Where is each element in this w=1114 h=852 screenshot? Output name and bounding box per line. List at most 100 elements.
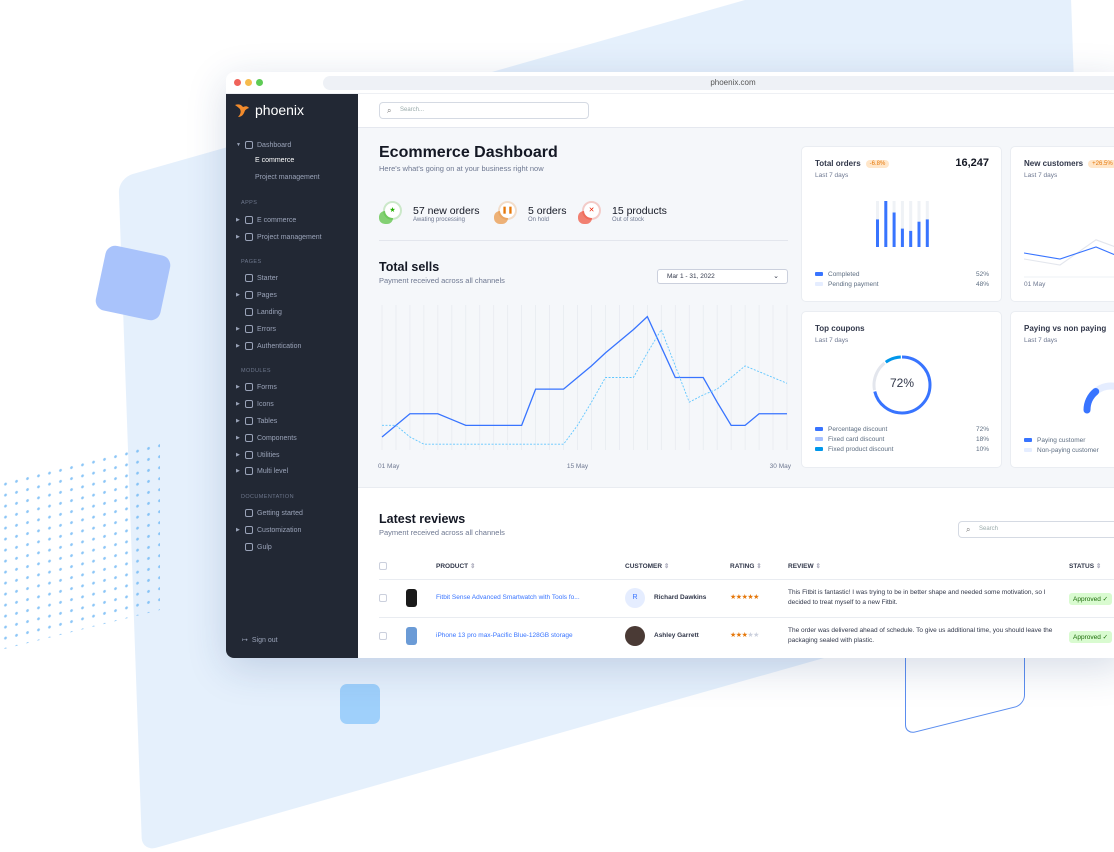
sidebar-item-label: Multi level [257,467,289,475]
legend-label: Completed [815,271,859,278]
x-tick-label: 30 May [770,463,792,470]
table-row: Fitbit Sense Advanced Smartwatch with To… [379,579,1114,617]
product-image[interactable] [406,589,417,607]
column-header[interactable]: CUSTOMER ⇕ [625,563,670,570]
gauge-segment [1090,382,1114,397]
sidebar-item[interactable]: Starter [236,274,278,282]
compass-icon [245,274,253,282]
sidebar-item[interactable]: Gulp [236,543,272,551]
caret-right-icon: ▶ [236,401,240,407]
bar [917,221,921,247]
caret-right-icon: ▶ [236,435,240,441]
life-buoy-icon [245,509,253,517]
stat-value: 57 new orders [413,205,480,217]
star-icon: ★ [753,594,759,601]
column-header[interactable]: STATUS ⇕ [1069,563,1102,570]
sidebar-item[interactable]: ▶ Components [236,434,297,442]
sort-icon: ⇕ [815,563,821,570]
select-all-checkbox[interactable] [379,562,387,570]
total-sells-subtitle: Payment received across all channels [379,276,505,285]
customer-name[interactable]: Ashley Garrett [654,632,699,639]
column-header[interactable]: RATING ⇕ [730,563,762,570]
total-sells-chart: 01 May 15 May 30 May [378,305,792,470]
rating-stars: ★★★★★ [730,631,759,639]
legend-item: Fixed product discount 10% [815,446,989,453]
search-input[interactable]: ⌕ Search... [379,102,589,119]
new-customers-line-chart [1024,239,1114,278]
sort-icon: ⇕ [756,563,762,570]
reviews-search-input[interactable]: ⌕ Search [958,521,1114,538]
row-checkbox[interactable] [379,594,387,602]
sidebar-item-label: E commerce [257,216,297,224]
legend-label: Pending payment [815,281,879,288]
legend-label: Fixed card discount [815,436,884,443]
sidebar-item[interactable]: ▶ Pages [236,291,277,299]
bar-background [900,201,904,247]
legend-value: 18% [975,436,989,443]
sort-icon: ⇕ [469,563,476,570]
column-header[interactable]: REVIEW ⇕ [788,563,821,570]
sidebar-section-label: MODULES [241,368,271,374]
sidebar-item[interactable]: ▶ Utilities [236,451,280,459]
address-bar[interactable]: phoenix.com [323,76,1114,90]
star-icon: ★ [753,632,759,639]
sidebar-item-label: Customization [257,526,302,534]
dashboard-header: Ecommerce Dashboard Here's what's going … [379,144,558,173]
caret-right-icon: ▶ [236,468,240,474]
divider [379,240,788,241]
log-out-icon: ↦ [242,637,248,644]
date-range-select[interactable]: Mar 1 - 31, 2022 ⌄ [657,269,788,284]
sidebar-subitem[interactable]: Project management [255,174,320,181]
caret-right-icon: ▶ [236,326,240,332]
sidebar-item[interactable]: Landing [236,308,282,316]
card-period: Last 7 days [815,172,849,179]
sidebar-item[interactable]: ▶ Icons [236,400,274,408]
card-period: Last 7 days [1024,172,1058,179]
sidebar-item[interactable]: ▶ Authentication [236,342,301,350]
legend-value: 52% [975,271,989,278]
sidebar-item[interactable]: ▶ Project management [236,233,322,241]
sidebar-item[interactable]: ▶ E commerce [236,216,296,224]
top-coupons-card: Top coupons Last 7 days 72% Percentage d… [801,311,1002,468]
card-title: Paying vs non paying [1024,324,1107,333]
total-orders-card: Total orders -6.8% 16,247 Last 7 days Co… [801,146,1002,302]
sidebar-item[interactable]: ▼ Dashboard [236,141,291,149]
sign-out-link[interactable]: ↦ Sign out [242,636,278,645]
caret-right-icon: ▶ [236,452,240,458]
sign-out-label: Sign out [251,636,278,644]
sidebar-item-label: Pages [257,291,277,299]
top-coupons-donut [872,355,932,415]
sidebar-item-label: Starter [257,274,279,282]
sidebar-item-label: Gulp [257,543,272,551]
sidebar-item[interactable]: ▶ Customization [236,526,301,534]
product-link[interactable]: Fitbit Sense Advanced Smartwatch with To… [436,594,580,601]
bar [900,228,904,247]
bar [925,219,929,247]
customer-name[interactable]: Richard Dawkins [654,594,707,601]
sidebar-item[interactable]: ▶ Tables [236,417,277,425]
logo[interactable]: phoenix [234,102,304,118]
product-image[interactable] [406,627,417,645]
sidebar-item-label: Authentication [257,342,302,350]
close-dot[interactable] [234,79,241,86]
sidebar-item[interactable]: ▶ Errors [236,325,276,333]
paying-gauge-chart [1083,382,1114,414]
search-placeholder: Search [979,526,999,532]
legend-label: Fixed product discount [815,446,893,453]
sidebar-item[interactable]: Getting started [236,509,303,517]
series-line [1024,239,1114,266]
review-text: This Fitbit is fantastic! I was trying t… [788,589,1046,606]
star-icon: ★ [735,594,742,601]
stat-item: ❚❚ 5 orders On hold [494,203,567,225]
product-link[interactable]: iPhone 13 pro max-Pacific Blue-128GB sto… [436,632,573,639]
sidebar-item[interactable]: ▶ Multi level [236,467,288,475]
column-header[interactable]: PRODUCT ⇕ [436,563,476,570]
sidebar-subitem[interactable]: E commerce [255,157,295,164]
maximize-dot[interactable] [256,79,263,86]
row-checkbox[interactable] [379,632,387,640]
monitor-icon [245,308,253,316]
columns-icon [245,417,253,425]
sidebar-item-label: Project management [257,233,322,241]
sidebar-item[interactable]: ▶ Forms [236,383,277,391]
minimize-dot[interactable] [245,79,252,86]
